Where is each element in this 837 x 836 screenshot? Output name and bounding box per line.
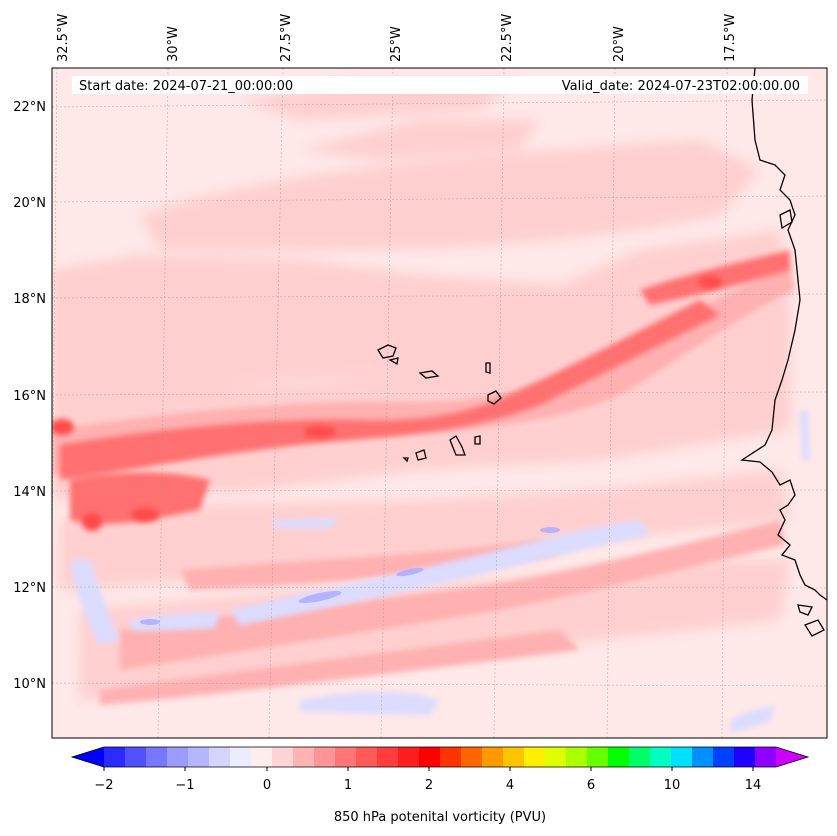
colorbar-tick-label: 4 — [506, 778, 514, 793]
colorbar-cell — [503, 747, 525, 767]
start-date: Start date: 2024-07-21_00:00:00 — [79, 79, 293, 94]
colorbar-tick-label: −1 — [175, 778, 194, 793]
colorbar-cell — [104, 747, 126, 767]
colorbar-tick-label: 0 — [263, 778, 271, 793]
lat-labels: 22°N 20°N 18°N 16°N 14°N 12°N 10°N — [13, 100, 46, 692]
colorbar-cell — [293, 747, 315, 767]
island-sao-vicente — [388, 357, 399, 366]
colorbar-cell — [692, 747, 714, 767]
colorbar-cell — [251, 747, 273, 767]
colorbar-cell — [608, 747, 630, 767]
colorbar-cell — [440, 747, 462, 767]
pv-field-peak — [52, 276, 722, 531]
colorbar-cell — [356, 747, 378, 767]
island-sao-nicolau — [418, 370, 440, 379]
lon-label: 32.5°W — [56, 14, 71, 62]
coast-detail-2 — [797, 604, 813, 616]
colorbar: −2 −1 0 1 2 4 6 10 14 850 hPa potenital … — [70, 746, 810, 825]
lat-label: 22°N — [13, 100, 46, 115]
valid-date: Valid_date: 2024-07-23T02:00:00.00 — [562, 79, 800, 94]
lon-labels: 32.5°W 30°W 27.5°W 25°W 22.5°W 20°W 17.5… — [56, 14, 738, 62]
colorbar-cell — [230, 747, 252, 767]
colorbar-cell — [167, 747, 189, 767]
map-frame — [51, 67, 828, 739]
lon-label: 20°W — [612, 26, 627, 62]
colorbar-cell — [734, 747, 756, 767]
lat-label: 14°N — [13, 485, 46, 500]
coastline — [377, 68, 827, 637]
colorbar-cell — [713, 747, 735, 767]
lon-label: 25°W — [389, 26, 404, 62]
lon-label: 27.5°W — [279, 14, 294, 62]
colorbar-tick-label: −2 — [94, 778, 113, 793]
island-maio — [474, 435, 481, 445]
colorbar-tick-label: 1 — [344, 778, 352, 793]
colorbar-cell — [125, 747, 147, 767]
colorbar-cell — [524, 747, 546, 767]
colorbar-cell — [545, 747, 567, 767]
graticule — [52, 68, 827, 738]
lon-label: 17.5°W — [723, 14, 738, 62]
colorbar-tick-label: 10 — [664, 778, 681, 793]
colorbar-over-arrow — [776, 747, 808, 767]
colorbar-title: 850 hPa potenital vorticity (PVU) — [334, 810, 546, 825]
colorbar-cell — [188, 747, 210, 767]
colorbar-cell — [314, 747, 336, 767]
island-brava — [402, 457, 409, 463]
colorbar-cell — [587, 747, 609, 767]
lat-label: 10°N — [13, 677, 46, 692]
pv-field-negative-core — [140, 527, 560, 625]
island-boa-vista — [487, 390, 502, 405]
colorbar-cell — [482, 747, 504, 767]
colorbar-cell — [146, 747, 168, 767]
colorbar-cell — [272, 747, 294, 767]
lat-label: 18°N — [13, 292, 46, 307]
colorbar-cell — [377, 747, 399, 767]
map-area — [52, 68, 827, 738]
pv-field-medium — [52, 265, 795, 705]
colorbar-cell — [398, 747, 420, 767]
colorbar-cell — [209, 747, 231, 767]
pv-field-negative — [70, 410, 810, 732]
island-santiago — [449, 435, 466, 456]
colorbar-cells — [104, 747, 777, 767]
colorbar-cell — [461, 747, 483, 767]
coast-detail-1 — [779, 209, 793, 230]
lon-label: 30°W — [166, 26, 181, 62]
coast-detail-3 — [804, 619, 825, 637]
colorbar-cell — [566, 747, 588, 767]
lon-label: 22.5°W — [500, 14, 515, 62]
date-band — [72, 76, 808, 94]
colorbar-cell — [419, 747, 441, 767]
colorbar-tick-label: 6 — [587, 778, 595, 793]
colorbar-tick-label: 14 — [745, 778, 762, 793]
colorbar-under-arrow — [72, 747, 104, 767]
colorbar-cell — [650, 747, 672, 767]
island-fogo — [415, 449, 427, 461]
colorbar-tick-labels: −2 −1 0 1 2 4 6 10 14 — [94, 778, 761, 793]
colorbar-tick-label: 2 — [425, 778, 433, 793]
island-sal — [485, 362, 491, 374]
colorbar-cell — [671, 747, 693, 767]
colorbar-cell — [335, 747, 357, 767]
african-coast — [740, 68, 827, 601]
lat-label: 20°N — [13, 196, 46, 211]
colorbar-cell — [755, 747, 777, 767]
colorbar-cell — [629, 747, 651, 767]
lat-label: 12°N — [13, 581, 46, 596]
lat-label: 16°N — [13, 389, 46, 404]
island-santo-antao — [377, 344, 397, 359]
colorbar-ticks — [103, 767, 754, 771]
